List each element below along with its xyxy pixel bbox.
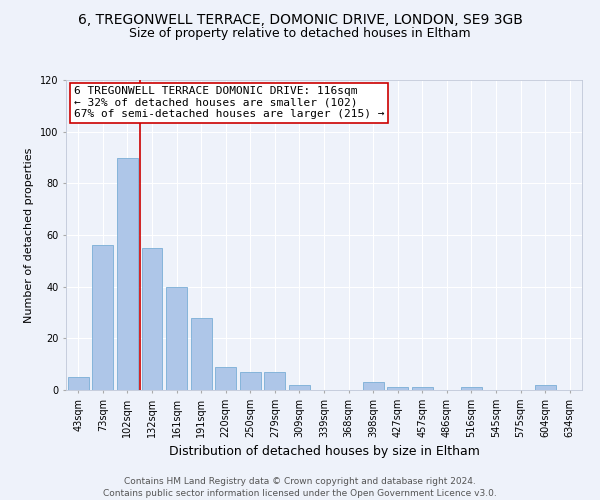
Bar — [362, 382, 383, 390]
Bar — [412, 388, 433, 390]
Bar — [68, 377, 89, 390]
Bar — [387, 388, 408, 390]
Bar — [191, 318, 212, 390]
Bar — [117, 158, 138, 390]
X-axis label: Distribution of detached houses by size in Eltham: Distribution of detached houses by size … — [169, 446, 479, 458]
Bar — [535, 385, 556, 390]
Bar — [461, 388, 482, 390]
Text: 6 TREGONWELL TERRACE DOMONIC DRIVE: 116sqm
← 32% of detached houses are smaller : 6 TREGONWELL TERRACE DOMONIC DRIVE: 116s… — [74, 86, 384, 120]
Text: 6, TREGONWELL TERRACE, DOMONIC DRIVE, LONDON, SE9 3GB: 6, TREGONWELL TERRACE, DOMONIC DRIVE, LO… — [77, 12, 523, 26]
Bar — [289, 385, 310, 390]
Bar — [166, 286, 187, 390]
Bar — [92, 246, 113, 390]
Bar — [215, 367, 236, 390]
Text: Size of property relative to detached houses in Eltham: Size of property relative to detached ho… — [129, 28, 471, 40]
Text: Contains HM Land Registry data © Crown copyright and database right 2024.
Contai: Contains HM Land Registry data © Crown c… — [103, 476, 497, 498]
Bar — [142, 248, 163, 390]
Bar — [265, 372, 286, 390]
Y-axis label: Number of detached properties: Number of detached properties — [25, 148, 34, 322]
Bar — [240, 372, 261, 390]
